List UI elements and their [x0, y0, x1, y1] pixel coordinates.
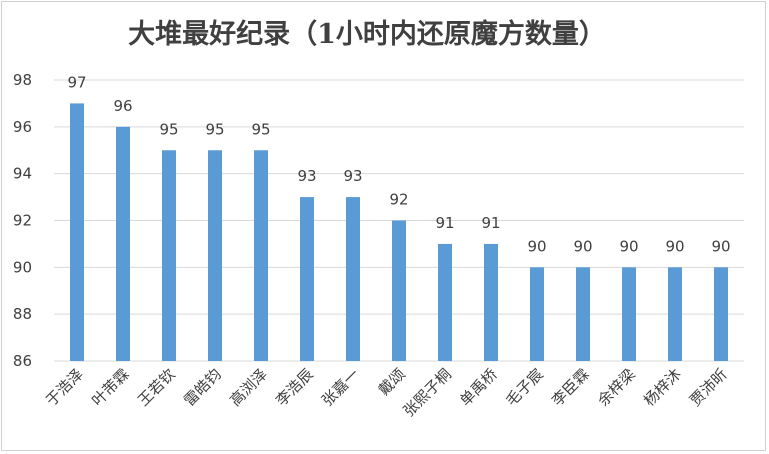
bar	[300, 197, 314, 361]
data-label: 97	[67, 73, 86, 91]
x-category-label: 戴颂	[375, 365, 409, 399]
x-category-label: 张嘉一	[318, 365, 363, 410]
bars	[70, 103, 728, 362]
bar	[346, 197, 360, 361]
bar	[116, 126, 130, 361]
x-category-label: 张熙子桐	[400, 365, 455, 420]
bar	[576, 267, 590, 361]
bar	[714, 267, 728, 361]
y-tick-label: 96	[13, 118, 32, 136]
x-axis-categories: 于浩泽 叶芾霖 王若钦 雷皓钧 高浏泽 李浩辰 张嘉一 戴颂张熙子桐 单禹桥 毛子宸 李臣霖 余梓梁杨…	[42, 365, 731, 420]
y-tick-label: 92	[13, 212, 32, 230]
bar	[208, 150, 222, 361]
y-tick-label: 94	[13, 165, 32, 183]
data-label: 91	[435, 214, 454, 232]
x-category-label: 李浩辰	[272, 365, 317, 410]
data-label: 93	[343, 167, 362, 185]
x-category-label: 李臣霖	[548, 365, 593, 410]
y-tick-label: 90	[13, 258, 32, 276]
data-label: 90	[711, 237, 730, 255]
data-label: 95	[205, 120, 224, 138]
bar	[254, 150, 268, 361]
x-category-label: 余梓梁	[594, 365, 639, 410]
x-category-label: 于浩泽	[42, 365, 87, 410]
data-label: 90	[527, 237, 546, 255]
x-category-label: 单禹桥	[456, 365, 501, 410]
x-category-label: 杨梓沐	[640, 365, 685, 410]
data-label: 91	[481, 214, 500, 232]
y-tick-label: 98	[13, 71, 32, 89]
data-label: 95	[251, 120, 270, 138]
data-label: 90	[573, 237, 592, 255]
x-category-label: 王若钦	[134, 365, 179, 410]
data-labels: 97 96 95 95 95 93 93 92 91 91 90 90 90 90 90	[67, 73, 730, 255]
y-tick-label: 88	[13, 305, 32, 323]
bar	[392, 220, 406, 361]
x-category-label: 叶芾霖	[88, 365, 133, 410]
bar	[162, 150, 176, 361]
bar	[438, 243, 452, 361]
x-category-label: 毛子宸	[502, 365, 547, 410]
x-category-label: 雷皓钧	[180, 365, 225, 410]
chart-title: 大堆最好纪录（1小时内还原魔方数量）	[128, 18, 606, 50]
data-label: 95	[159, 120, 178, 138]
data-label: 96	[113, 97, 132, 115]
x-category-label: 高浏泽	[226, 365, 271, 410]
data-label: 92	[389, 191, 408, 209]
y-axis-ticks: 86 88 90 92 94 96 98	[13, 71, 32, 370]
bar	[622, 267, 636, 361]
bar	[668, 267, 682, 361]
bar	[484, 243, 498, 361]
data-label: 90	[619, 237, 638, 255]
data-label: 93	[297, 167, 316, 185]
data-label: 90	[665, 237, 684, 255]
x-category-label: 贾沛昕	[686, 365, 731, 410]
bar	[70, 103, 84, 362]
y-tick-label: 86	[13, 352, 32, 370]
bar	[530, 267, 544, 361]
